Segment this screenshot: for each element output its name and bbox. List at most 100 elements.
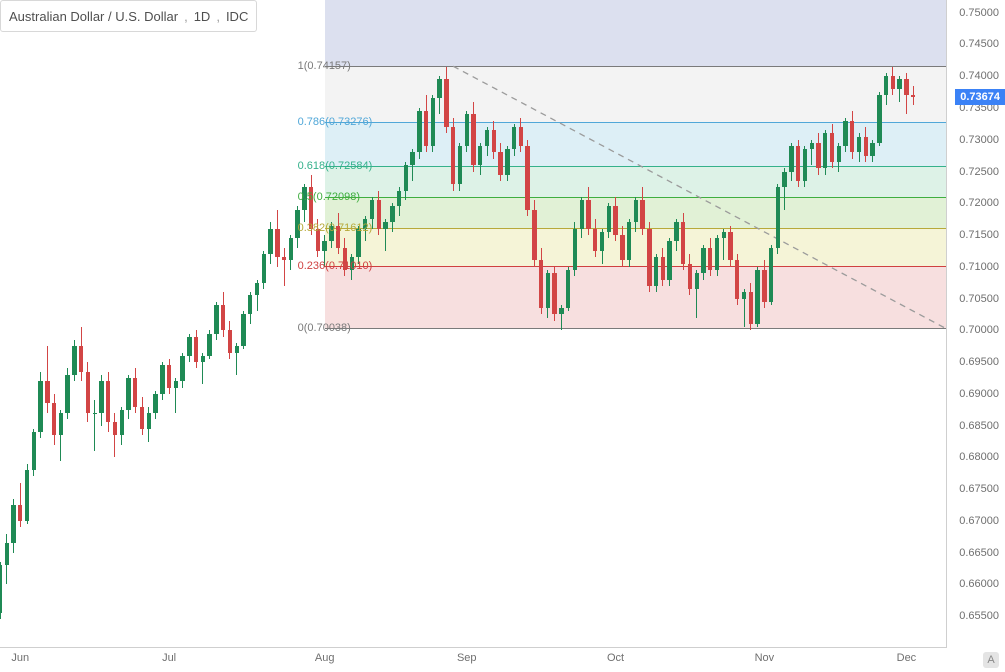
candle-body <box>59 413 63 435</box>
candle-body <box>843 121 847 146</box>
candle-body <box>627 222 631 260</box>
y-tick: 0.74500 <box>959 38 999 50</box>
candle-body <box>99 381 103 413</box>
candle-body <box>25 470 29 521</box>
candle-body <box>742 292 746 298</box>
candle-body <box>255 283 259 296</box>
y-tick: 0.70000 <box>959 324 999 336</box>
candle-body <box>160 365 164 394</box>
symbol-title: Australian Dollar / U.S. Dollar <box>9 9 178 24</box>
candle-body <box>11 505 15 543</box>
candle-body <box>451 127 455 184</box>
x-tick: Jun <box>11 652 29 664</box>
candle-body <box>708 248 712 270</box>
interval-label: 1D <box>194 9 211 24</box>
x-axis[interactable]: JunJulAugSepOctNovDec <box>0 647 947 672</box>
auto-scale-badge[interactable]: A <box>983 652 999 668</box>
candle-body <box>120 410 124 435</box>
candle-body <box>830 133 834 162</box>
candle-body <box>823 133 827 168</box>
y-tick: 0.75000 <box>959 7 999 19</box>
candle-body <box>688 264 692 289</box>
candle-body <box>79 346 83 371</box>
candle-body <box>18 505 22 521</box>
candle-body <box>180 356 184 381</box>
candle-body <box>390 206 394 222</box>
candle-body <box>519 127 523 146</box>
candle-wick <box>94 400 95 451</box>
candle-body <box>566 270 570 308</box>
candle-body <box>404 165 408 190</box>
candle-body <box>262 254 266 283</box>
candle-body <box>410 152 414 165</box>
fib-label: 1(0.74157) <box>298 60 351 72</box>
candle-body <box>431 98 435 146</box>
candle-body <box>140 407 144 429</box>
x-tick: Sep <box>457 652 477 664</box>
candle-body <box>65 375 69 413</box>
y-tick: 0.74000 <box>959 70 999 82</box>
candle-body <box>0 565 2 613</box>
candle-body <box>478 146 482 165</box>
candle-body <box>911 95 915 97</box>
candle-body <box>532 210 536 261</box>
candle-body <box>512 127 516 149</box>
candle-body <box>153 394 157 413</box>
candle-body <box>661 257 665 279</box>
candle-body <box>444 79 448 127</box>
candle-body <box>762 270 766 302</box>
y-tick: 0.66000 <box>959 578 999 590</box>
x-tick: Oct <box>607 652 624 664</box>
candle-body <box>701 248 705 273</box>
candle-body <box>552 273 556 314</box>
y-tick: 0.68000 <box>959 451 999 463</box>
candle-body <box>207 334 211 356</box>
y-tick: 0.66500 <box>959 547 999 559</box>
fib-label: 0.5(0.72098) <box>298 191 360 203</box>
candle-body <box>505 149 509 174</box>
y-tick: 0.69000 <box>959 388 999 400</box>
y-tick: 0.72500 <box>959 166 999 178</box>
candle-body <box>465 114 469 146</box>
candle-body <box>600 232 604 251</box>
candle-body <box>539 260 543 308</box>
candle-body <box>485 130 489 146</box>
candle-body <box>559 308 563 314</box>
x-tick: Dec <box>897 652 917 664</box>
candle-body <box>728 232 732 261</box>
candle-body <box>45 381 49 403</box>
candle-body <box>201 356 205 362</box>
candle-body <box>586 200 590 229</box>
candle-body <box>634 200 638 222</box>
candle-body <box>607 206 611 231</box>
candle-body <box>525 146 529 210</box>
y-tick: 0.68500 <box>959 420 999 432</box>
candle-body <box>498 152 502 174</box>
candle-body <box>424 111 428 146</box>
x-tick: Aug <box>315 652 335 664</box>
candle-body <box>803 149 807 181</box>
y-tick: 0.65500 <box>959 610 999 622</box>
candle-body <box>167 365 171 387</box>
candle-body <box>133 378 137 407</box>
candle-body <box>613 206 617 235</box>
x-tick: Nov <box>755 652 775 664</box>
candle-body <box>383 222 387 228</box>
candle-body <box>86 372 90 413</box>
candle-body <box>647 229 651 286</box>
candle-body <box>654 257 658 286</box>
candle-body <box>857 137 861 153</box>
fib-label: 0.786(0.73276) <box>298 116 373 128</box>
candle-body <box>593 229 597 251</box>
trendline <box>0 0 947 648</box>
candle-body <box>755 270 759 324</box>
candle-body <box>471 114 475 165</box>
candle-body <box>776 187 780 247</box>
fib-label: 0(0.70038) <box>298 322 351 334</box>
candle-body <box>789 146 793 171</box>
candle-body <box>492 130 496 152</box>
y-axis[interactable]: 0.750000.745000.740000.735000.730000.725… <box>946 0 1005 648</box>
candle-body <box>52 403 56 435</box>
candle-body <box>640 200 644 229</box>
candle-body <box>715 238 719 270</box>
